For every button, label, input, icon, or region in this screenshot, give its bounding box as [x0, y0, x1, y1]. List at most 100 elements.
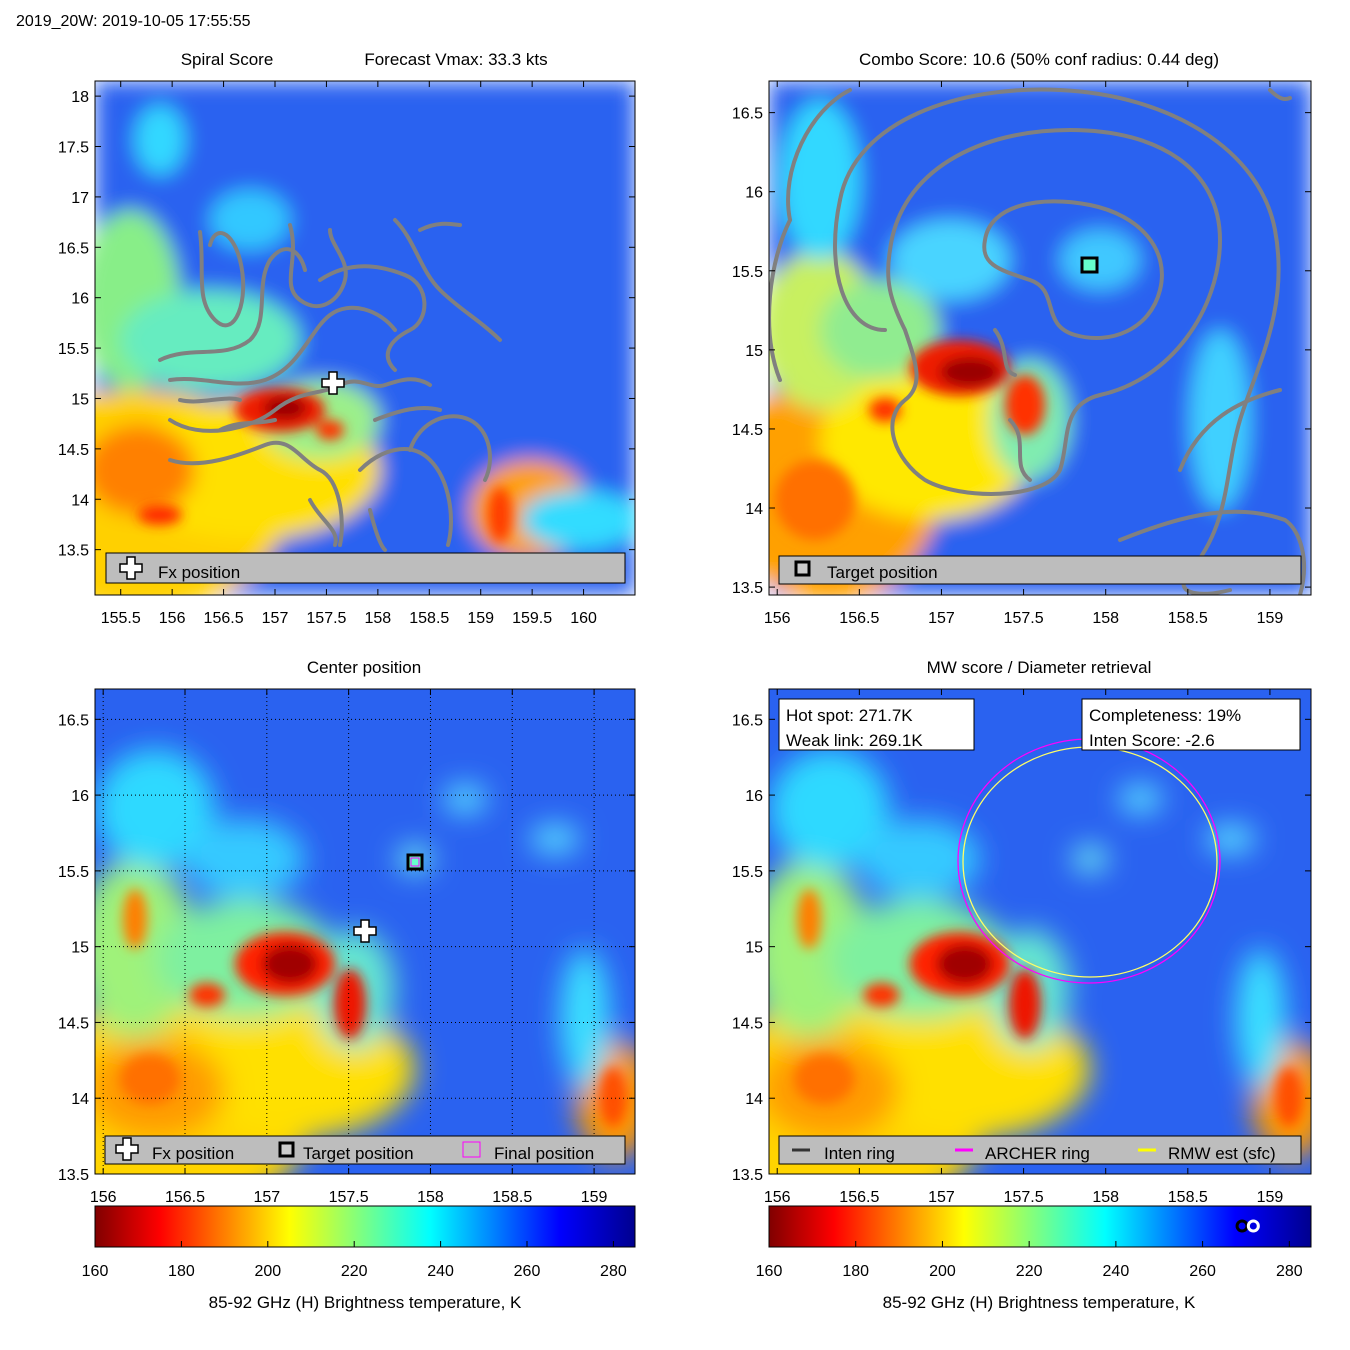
mw-completeness-box: Completeness: 19% Inten Score: -2.6	[1081, 698, 1301, 751]
mw-title: MW score / Diameter retrieval	[927, 658, 1152, 677]
y-tick-label: 13.5	[58, 543, 89, 560]
x-tick-label: 158	[1092, 1189, 1119, 1206]
mw-heatmap: Hot spot: 271.7K Weak link: 269.1K Compl…	[689, 689, 1331, 1219]
colorbar-tick-label: 220	[341, 1263, 368, 1280]
colorbar-tick-label: 240	[427, 1263, 454, 1280]
forecast-vmax: Forecast Vmax: 33.3 kts	[364, 50, 547, 69]
combo-legend-box	[778, 555, 1302, 585]
center-ticks: 156 156.5 157 157.5 158 158.5 159 13.5 14 14.5 15 1…	[58, 689, 635, 1206]
x-tick-label: 156.5	[204, 610, 244, 627]
combo-legend: Target position	[778, 555, 1302, 585]
y-tick-label: 14.5	[732, 1015, 763, 1032]
y-tick-label: 16.5	[732, 106, 763, 123]
colorbar-tick-label: 180	[842, 1263, 869, 1280]
x-tick-label: 159	[1257, 610, 1284, 627]
colorbar-tick-label: 280	[600, 1263, 627, 1280]
colorbar-tick-label: 160	[756, 1263, 783, 1280]
y-tick-label: 14.5	[732, 422, 763, 439]
y-tick-label: 16	[71, 788, 89, 805]
y-tick-label: 15.5	[732, 264, 763, 281]
inten-score-text: Inten Score: -2.6	[1089, 731, 1215, 750]
x-tick-label: 157	[253, 1189, 280, 1206]
x-tick-label: 159	[581, 1189, 608, 1206]
center-title: Center position	[307, 658, 421, 677]
x-tick-label: 156.5	[839, 610, 879, 627]
y-tick-label: 14	[71, 492, 89, 509]
colorbar-tick-label: 260	[1189, 1263, 1216, 1280]
x-tick-label: 157.5	[1004, 610, 1044, 627]
center-legend-fx: Fx position	[152, 1144, 234, 1163]
y-tick-label: 15.5	[58, 864, 89, 881]
colorbar-tick-label: 220	[1016, 1263, 1043, 1280]
y-tick-label: 16	[745, 185, 763, 202]
x-tick-label: 156	[764, 1189, 791, 1206]
y-tick-label: 14.5	[58, 1015, 89, 1032]
hot-spot-marker	[1246, 1219, 1260, 1233]
y-tick-label: 15	[745, 343, 763, 360]
y-tick-label: 13.5	[732, 1167, 763, 1184]
y-tick-label: 16.5	[58, 240, 89, 257]
y-tick-label: 16.5	[732, 712, 763, 729]
colorbar-tick-label: 160	[82, 1263, 109, 1280]
panel-combo-score: Combo Score: 10.6 (50% conf radius: 0.44…	[732, 50, 1312, 627]
combo-legend-label: Target position	[827, 563, 938, 582]
fx-position-icon	[119, 556, 143, 580]
x-tick-label: 156	[764, 610, 791, 627]
center-target-marker	[406, 853, 424, 871]
combo-axes-frame	[768, 80, 1312, 596]
x-tick-label: 157.5	[306, 610, 346, 627]
panel-center-position: Center position Fx position Target posit…	[58, 658, 636, 1206]
mw-axes-frame	[768, 688, 1312, 1175]
center-legend-final: Final position	[494, 1144, 594, 1163]
x-tick-label: 157.5	[329, 1189, 369, 1206]
colorbar-tick-label: 200	[929, 1263, 956, 1280]
colorbar-markers	[1235, 1219, 1260, 1233]
x-tick-label: 156.5	[165, 1189, 205, 1206]
completeness-text: Completeness: 19%	[1089, 706, 1241, 725]
spiral-heatmap: Fx position	[95, 81, 635, 595]
x-tick-label: 159	[467, 610, 494, 627]
colorbar-tick-label: 180	[168, 1263, 195, 1280]
center-legend-target: Target position	[303, 1144, 414, 1163]
x-tick-label: 156.5	[839, 1189, 879, 1206]
x-tick-label: 158	[1092, 610, 1119, 627]
center-fx-marker	[353, 919, 377, 943]
spiral-ticks: 155.5 156 156.5 157 157.5 158 158.5 159 159.5 160…	[58, 81, 635, 627]
colorbar-right: 160 180 200 220 240 260 280 85-92 GHz (H) Brig…	[756, 1205, 1312, 1312]
x-tick-label: 158.5	[492, 1189, 532, 1206]
legend-final-icon	[462, 1141, 481, 1158]
mw-hotspot-box: Hot spot: 271.7K Weak link: 269.1K	[778, 698, 975, 751]
combo-title: Combo Score: 10.6 (50% conf radius: 0.44…	[859, 50, 1219, 69]
x-tick-label: 159.5	[512, 610, 552, 627]
colorbar-left-gradient	[94, 1205, 636, 1248]
spiral-legend-box	[105, 552, 626, 584]
y-tick-label: 17.5	[58, 140, 89, 157]
y-tick-label: 13.5	[732, 580, 763, 597]
center-axes-frame	[94, 688, 636, 1175]
center-final-marker	[410, 857, 420, 867]
combo-ticks: 156 156.5 157 157.5 158 158.5 159 13.5 14 14.5 15 1…	[732, 81, 1311, 627]
x-tick-label: 158	[365, 610, 392, 627]
legend-target-icon	[278, 1141, 295, 1158]
x-tick-label: 157	[928, 1189, 955, 1206]
center-legend: Fx position Target position Final positi…	[104, 1135, 626, 1165]
spiral-axes-frame	[94, 80, 636, 596]
combo-heatmap: Target position	[769, 81, 1311, 595]
colorbar-tick-label: 260	[514, 1263, 541, 1280]
spiral-title: Spiral Score	[181, 50, 274, 69]
y-tick-label: 13.5	[58, 1167, 89, 1184]
mw-legend-inten: Inten ring	[824, 1144, 895, 1163]
hot-spot-text: Hot spot: 271.7K	[786, 706, 913, 725]
spiral-legend-label: Fx position	[158, 563, 240, 582]
y-tick-label: 16	[745, 788, 763, 805]
y-tick-label: 15	[745, 940, 763, 957]
y-tick-label: 14	[745, 501, 763, 518]
x-tick-label: 157	[262, 610, 289, 627]
x-tick-label: 160	[570, 610, 597, 627]
colorbar-tick-label: 280	[1276, 1263, 1303, 1280]
legend-fx-icon	[115, 1137, 139, 1161]
colorbar-tick-label: 200	[254, 1263, 281, 1280]
x-tick-label: 158	[417, 1189, 444, 1206]
x-tick-label: 159	[1257, 1189, 1284, 1206]
